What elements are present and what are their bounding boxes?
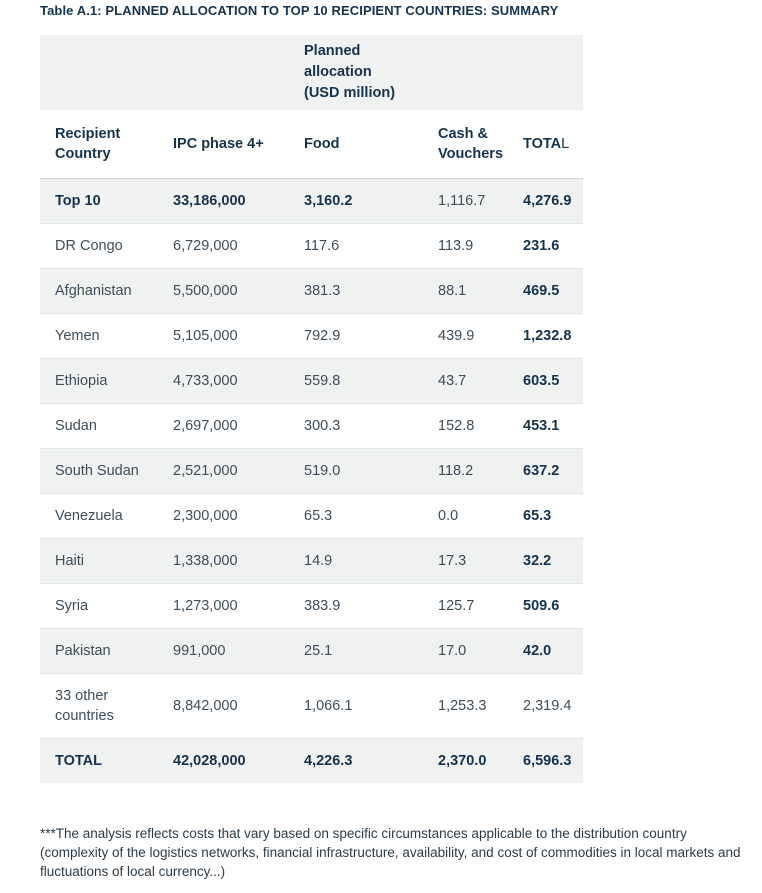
cell-cash: 17.3 bbox=[438, 552, 467, 569]
cell-cash: 17.0 bbox=[438, 642, 467, 659]
cell-food: 792.9 bbox=[304, 327, 341, 344]
cell-ipc: 6,729,000 bbox=[173, 237, 238, 254]
cell-cash: 125.7 bbox=[438, 597, 475, 614]
column-header-row: Recipient Country IPC phase 4+ Food Cash… bbox=[40, 110, 584, 178]
cell-total: 509.6 bbox=[523, 597, 560, 614]
cell-ipc: 33,186,000 bbox=[173, 192, 246, 209]
cell-country: Sudan bbox=[55, 417, 97, 434]
col-header-total-bold-part: TOTA bbox=[523, 135, 562, 152]
cell-ipc: 42,028,000 bbox=[173, 752, 246, 769]
group-header-label: Planned allocation (USD million) bbox=[304, 43, 396, 101]
cell-total: 4,276.9 bbox=[523, 192, 572, 209]
cell-ipc: 2,521,000 bbox=[173, 462, 238, 479]
table-row: Ethiopia 4,733,000 559.8 43.7 603.5 bbox=[40, 358, 584, 403]
cell-food: 117.6 bbox=[304, 237, 340, 254]
cell-food: 519.0 bbox=[304, 462, 341, 479]
cell-ipc: 1,273,000 bbox=[173, 597, 238, 614]
cell-country: TOTAL bbox=[55, 752, 102, 769]
table-row: 33 other countries 8,842,000 1,066.1 1,2… bbox=[40, 673, 584, 738]
spacer-cell bbox=[40, 35, 289, 110]
cell-country: South Sudan bbox=[55, 462, 139, 479]
cell-cash: 1,116.7 bbox=[438, 192, 486, 209]
cell-total: 42.0 bbox=[523, 642, 552, 659]
table-row: DR Congo 6,729,000 117.6 113.9 231.6 bbox=[40, 223, 584, 268]
col-header-food: Food bbox=[304, 135, 340, 152]
cell-food: 300.3 bbox=[304, 417, 341, 434]
cell-country: Pakistan bbox=[55, 642, 111, 659]
cell-total: 6,596.3 bbox=[523, 752, 572, 769]
cell-food: 3,160.2 bbox=[304, 192, 353, 209]
cell-cash: 0.0 bbox=[438, 507, 459, 524]
table-row: TOTAL 42,028,000 4,226.3 2,370.0 6,596.3 bbox=[40, 738, 584, 783]
table-title: Table A.1: PLANNED ALLOCATION TO TOP 10 … bbox=[40, 3, 559, 18]
group-header-cell: Planned allocation (USD million) bbox=[289, 35, 583, 110]
cell-food: 1,066.1 bbox=[304, 697, 353, 714]
col-header-country: Recipient Country bbox=[55, 125, 121, 162]
cell-ipc: 2,697,000 bbox=[173, 417, 238, 434]
cell-total: 637.2 bbox=[523, 462, 560, 479]
cell-food: 14.9 bbox=[304, 552, 333, 569]
cell-ipc: 1,338,000 bbox=[173, 552, 238, 569]
table-row: Top 10 33,186,000 3,160.2 1,116.7 4,276.… bbox=[40, 178, 584, 223]
cell-ipc: 2,300,000 bbox=[173, 507, 238, 524]
table-row: Afghanistan 5,500,000 381.3 88.1 469.5 bbox=[40, 268, 584, 313]
table-row: Yemen 5,105,000 792.9 439.9 1,232.8 bbox=[40, 313, 584, 358]
cell-total: 231.6 bbox=[523, 237, 560, 254]
cell-cash: 439.9 bbox=[438, 327, 475, 344]
cell-cash: 1,253.3 bbox=[438, 697, 487, 714]
cell-food: 381.3 bbox=[304, 282, 341, 299]
cell-ipc: 4,733,000 bbox=[173, 372, 238, 389]
cell-ipc: 991,000 bbox=[173, 642, 226, 659]
cell-country: 33 other countries bbox=[55, 687, 114, 724]
cell-cash: 88.1 bbox=[438, 282, 467, 299]
cell-cash: 152.8 bbox=[438, 417, 475, 434]
cell-total: 469.5 bbox=[523, 282, 560, 299]
footnote: ***The analysis reflects costs that vary… bbox=[40, 826, 741, 879]
cell-country: Haiti bbox=[55, 552, 85, 569]
cell-total: 32.2 bbox=[523, 552, 552, 569]
cell-country: Venezuela bbox=[55, 507, 123, 524]
cell-food: 25.1 bbox=[304, 642, 333, 659]
cell-total: 1,232.8 bbox=[523, 327, 572, 344]
col-header-ipc: IPC phase 4+ bbox=[173, 135, 264, 152]
table-row: Venezuela 2,300,000 65.3 0.0 65.3 bbox=[40, 493, 584, 538]
cell-country: DR Congo bbox=[55, 237, 123, 254]
cell-country: Yemen bbox=[55, 327, 100, 344]
cell-food: 559.8 bbox=[304, 372, 341, 389]
cell-cash: 43.7 bbox=[438, 372, 467, 389]
cell-ipc: 5,105,000 bbox=[173, 327, 238, 344]
col-header-total: TOTAL bbox=[508, 110, 583, 178]
table-row: Sudan 2,697,000 300.3 152.8 453.1 bbox=[40, 403, 584, 448]
cell-cash: 118.2 bbox=[438, 462, 474, 479]
table-row: South Sudan 2,521,000 519.0 118.2 637.2 bbox=[40, 448, 584, 493]
cell-country: Ethiopia bbox=[55, 372, 108, 389]
cell-total: 2,319.4 bbox=[523, 697, 572, 714]
cell-food: 4,226.3 bbox=[304, 752, 353, 769]
cell-total: 603.5 bbox=[523, 372, 560, 389]
cell-total: 453.1 bbox=[523, 417, 560, 434]
cell-cash: 113.9 bbox=[438, 237, 474, 254]
cell-country: Afghanistan bbox=[55, 282, 132, 299]
table-row: Haiti 1,338,000 14.9 17.3 32.2 bbox=[40, 538, 584, 583]
cell-country: Top 10 bbox=[55, 192, 101, 209]
cell-cash: 2,370.0 bbox=[438, 752, 487, 769]
col-header-total-light-part: L bbox=[561, 135, 570, 152]
table-row: Pakistan 991,000 25.1 17.0 42.0 bbox=[40, 628, 584, 673]
table-row: Syria 1,273,000 383.9 125.7 509.6 bbox=[40, 583, 584, 628]
cell-food: 383.9 bbox=[304, 597, 341, 614]
cell-total: 65.3 bbox=[523, 507, 552, 524]
group-header-row: Planned allocation (USD million) bbox=[40, 35, 584, 110]
cell-country: Syria bbox=[55, 597, 89, 614]
cell-ipc: 8,842,000 bbox=[173, 697, 238, 714]
col-header-cash: Cash & Vouchers bbox=[438, 125, 504, 162]
cell-ipc: 5,500,000 bbox=[173, 282, 238, 299]
cell-food: 65.3 bbox=[304, 507, 333, 524]
allocation-table: Planned allocation (USD million) Recipie… bbox=[40, 35, 584, 783]
